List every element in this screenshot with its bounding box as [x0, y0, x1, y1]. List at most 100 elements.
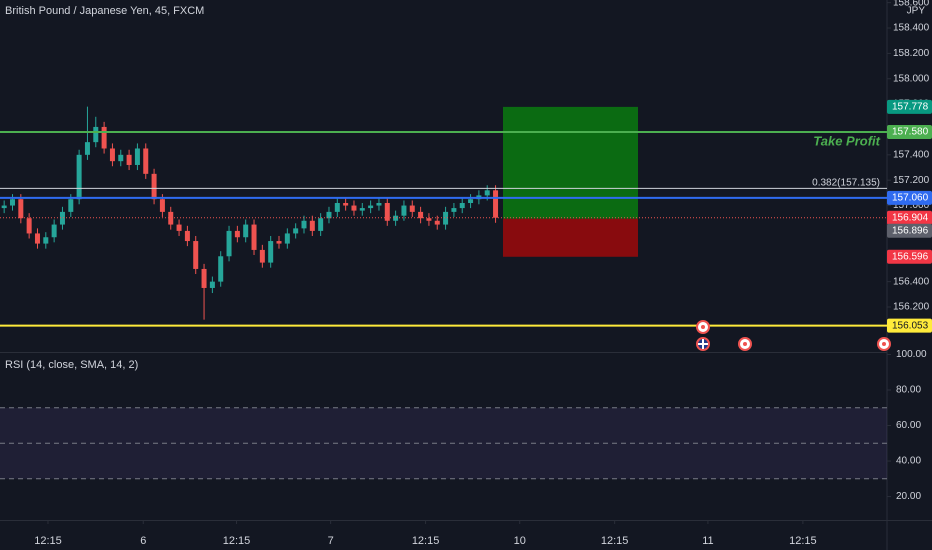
event-badges: [696, 320, 891, 351]
y-tick-label: 158.200: [893, 48, 930, 59]
candle-body: [134, 148, 140, 165]
candle-body: [293, 228, 299, 234]
candle-body: [326, 211, 332, 219]
candle-body: [334, 203, 340, 212]
x-tick-label: 11: [702, 535, 713, 547]
candle-body: [234, 230, 240, 238]
y-tick-label: 158.000: [893, 73, 930, 84]
candle-body: [384, 203, 390, 221]
y-tick-label: 20.00: [896, 491, 921, 502]
event-dot: [743, 342, 747, 346]
event-dot: [701, 325, 705, 329]
candle-body: [318, 218, 324, 231]
level-box: [887, 318, 932, 333]
candle-body: [393, 215, 399, 221]
candle-body: [9, 199, 15, 206]
candle-body: [26, 218, 32, 234]
candle-body: [451, 208, 457, 212]
y-tick-label: 157.200: [893, 175, 930, 186]
candle-body: [443, 211, 449, 225]
level-label: 157.060: [892, 193, 929, 204]
candle-body: [68, 199, 74, 212]
candle-body: [109, 148, 115, 162]
candle-body: [176, 224, 182, 231]
candle-body: [259, 249, 265, 263]
candle-body: [193, 241, 199, 269]
y-tick-label: 158.600: [893, 0, 930, 8]
stop-box: [887, 249, 932, 264]
candle-body: [268, 241, 274, 263]
loss-zone: [503, 218, 638, 257]
candle-body: [418, 211, 424, 219]
x-tick-label: 6: [140, 535, 146, 547]
x-tick-label: 10: [514, 535, 526, 547]
candle-body: [284, 233, 290, 244]
y-tick-label: 156.400: [893, 276, 930, 287]
candle-body: [468, 199, 474, 204]
last-price-box: [887, 210, 932, 225]
candle-body: [484, 190, 490, 196]
candle-body: [168, 211, 174, 225]
candle-body: [409, 205, 415, 212]
candle-body: [243, 224, 249, 238]
target-label: 157.778: [892, 102, 929, 113]
entry-box: [887, 223, 932, 238]
candle-body: [401, 205, 407, 216]
candle-body: [59, 211, 65, 225]
fib-label: 0.382(157.135): [812, 178, 880, 189]
candle-body: [376, 203, 382, 206]
x-tick-label: 12:15: [412, 535, 440, 547]
candle-body: [18, 199, 24, 219]
rsi-title: RSI (14, close, SMA, 14, 2): [5, 359, 138, 371]
event-dot: [882, 342, 886, 346]
candle-body: [126, 154, 132, 165]
chart-title: British Pound / Japanese Yen, 45, FXCM: [5, 5, 204, 17]
candle-body: [143, 148, 149, 174]
y-tick-label: 156.200: [893, 302, 930, 313]
level-label: 157.580: [892, 127, 929, 138]
candle-body: [218, 256, 224, 282]
x-tick-label: 12:15: [601, 535, 629, 547]
candle-body: [209, 281, 215, 288]
candle-body: [159, 199, 165, 212]
stop-label: 156.596: [892, 251, 929, 262]
candle-body: [93, 126, 99, 143]
candle-body: [184, 230, 190, 242]
x-tick-label: 12:15: [34, 535, 62, 547]
currency: JPY: [907, 6, 926, 17]
x-tick-label: 12:15: [789, 535, 817, 547]
candle-body: [151, 173, 157, 200]
candle-body: [343, 203, 349, 206]
candle-body: [426, 218, 432, 221]
candle-body: [309, 220, 315, 231]
level-box: [887, 125, 932, 139]
candle-body: [434, 220, 440, 225]
y-tick-label: 157.400: [893, 149, 930, 160]
x-tick-label: 7: [328, 535, 334, 547]
x-tick-label: 12:15: [223, 535, 251, 547]
y-tick-label: 157.000: [893, 200, 930, 211]
candle-body: [359, 208, 365, 211]
last-price-label: 156.904: [892, 212, 929, 223]
candle-body: [84, 142, 90, 155]
take-profit-label: Take Profit: [813, 133, 880, 148]
y-tick-label: 100.00: [896, 349, 927, 360]
candle-body: [351, 205, 357, 211]
candle-body: [251, 224, 257, 250]
y-tick-label: 80.00: [896, 385, 921, 396]
candle-body: [101, 126, 107, 149]
candle-body: [76, 154, 82, 200]
y-tick-label: 158.400: [893, 23, 930, 34]
y-tick-label: 60.00: [896, 420, 921, 431]
candle-body: [276, 241, 282, 244]
candle-body: [43, 237, 49, 244]
candle-body: [368, 205, 374, 209]
candle-body: [459, 203, 465, 209]
candle-body: [301, 220, 307, 229]
flag-cross: [698, 339, 708, 349]
candle-body: [1, 205, 7, 209]
level-box: [887, 190, 932, 205]
